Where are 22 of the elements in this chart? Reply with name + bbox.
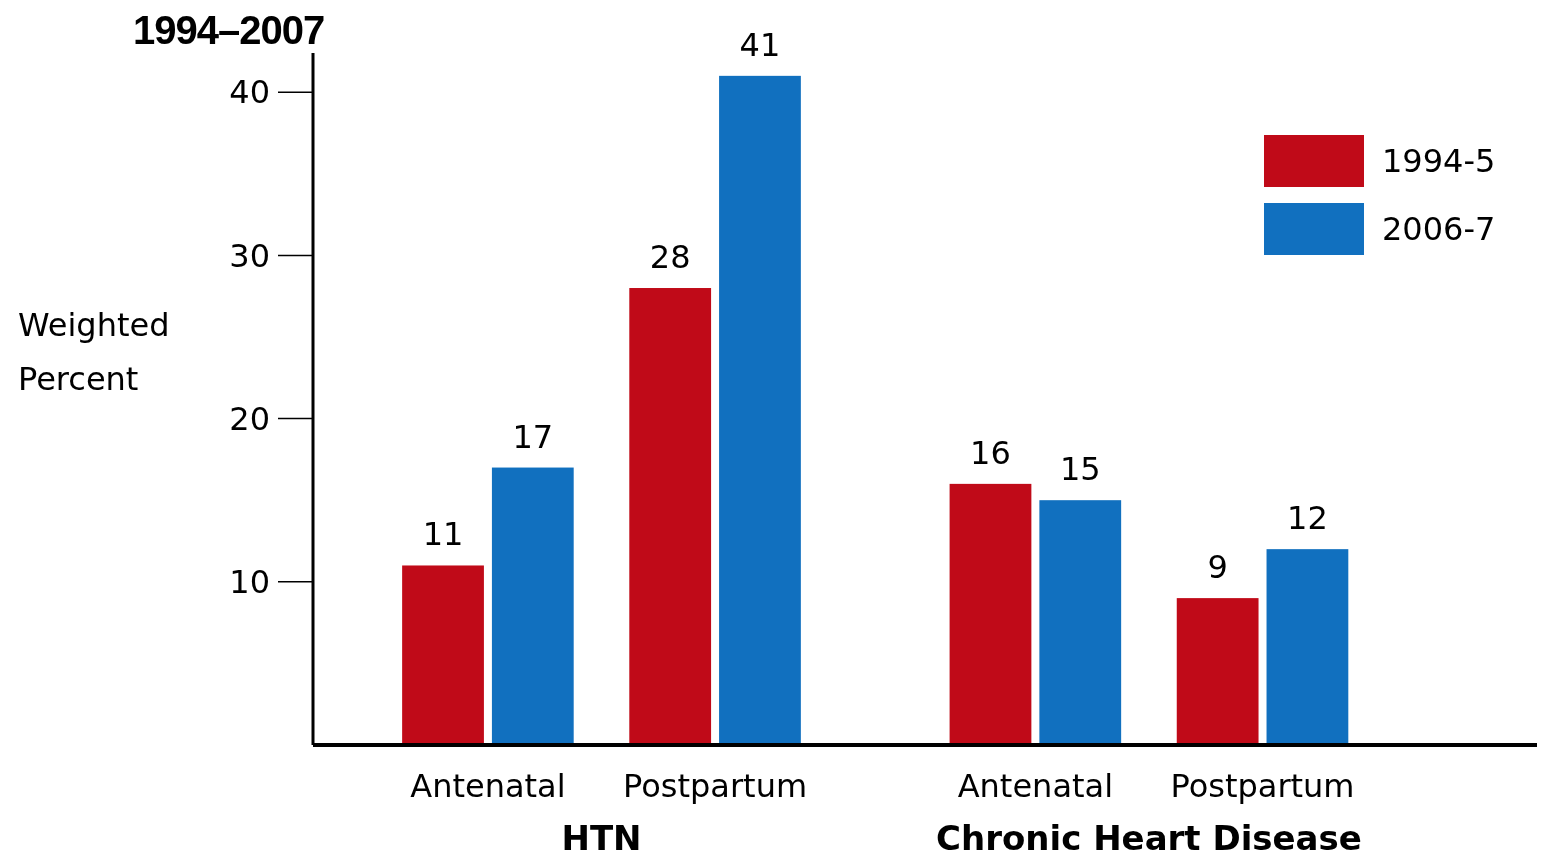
x-tick-label: Antenatal: [410, 767, 566, 805]
legend-label: 1994-5: [1382, 142, 1496, 181]
legend-label: 2006-7: [1382, 210, 1496, 249]
x-tick-label: Postpartum: [623, 767, 808, 805]
y-axis-title: Weighted Percent: [18, 306, 170, 398]
data-label: 12: [1287, 499, 1328, 538]
data-label: 15: [1059, 450, 1101, 489]
data-label: 41: [739, 25, 781, 64]
chart-title: 1994–2007: [133, 8, 325, 52]
data-label: 28: [649, 238, 691, 277]
y-tick-label: 10: [229, 562, 270, 601]
text: HTN: [561, 818, 642, 858]
y-tick-label: 30: [229, 236, 270, 275]
data-label: 16: [970, 433, 1011, 472]
text: Chronic Heart Disease: [936, 818, 1362, 858]
data-label: 11: [422, 515, 464, 554]
y-tick-label: 20: [229, 399, 270, 438]
x-tick-label: Postpartum: [1170, 767, 1355, 805]
data-label: 9: [1207, 548, 1228, 587]
x-tick-label: Antenatal: [957, 767, 1114, 805]
data-label: 17: [512, 417, 554, 456]
y-tick-label: 40: [229, 73, 270, 112]
